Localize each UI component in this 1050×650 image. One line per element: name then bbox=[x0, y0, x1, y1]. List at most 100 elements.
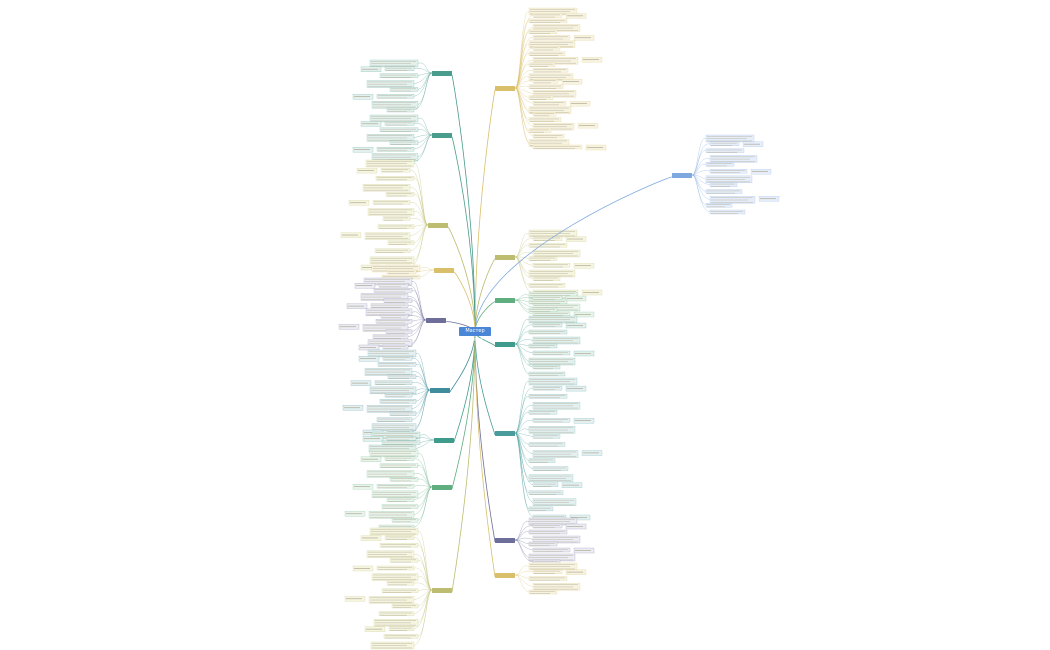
leaf-text bbox=[530, 293, 575, 294]
leaf-node[interactable] bbox=[389, 87, 419, 92]
leaf-text bbox=[711, 211, 743, 212]
leaf-text bbox=[530, 77, 566, 78]
leaf-node[interactable] bbox=[532, 101, 567, 106]
leaf-node[interactable] bbox=[382, 216, 411, 221]
leaf-text bbox=[530, 397, 560, 399]
leaf-node[interactable] bbox=[379, 73, 419, 78]
leaf-text bbox=[534, 483, 556, 485]
leaf-text bbox=[711, 161, 755, 162]
leaf-text bbox=[534, 237, 560, 239]
leaf-text bbox=[707, 149, 742, 151]
leaf-text bbox=[530, 593, 550, 594]
leaf-text bbox=[534, 264, 568, 266]
leaf-text bbox=[362, 296, 401, 298]
leaf-text bbox=[530, 359, 573, 360]
branch-node[interactable] bbox=[432, 71, 452, 76]
leaf-text bbox=[382, 317, 401, 319]
leaf-text bbox=[370, 602, 412, 603]
leaf-text bbox=[358, 170, 374, 171]
branch-node[interactable] bbox=[495, 86, 515, 91]
leaf-text bbox=[386, 122, 412, 124]
leaf-node[interactable] bbox=[532, 112, 557, 117]
leaf-text bbox=[354, 96, 370, 97]
leaf-text bbox=[385, 299, 410, 301]
branch-node[interactable] bbox=[495, 573, 515, 578]
leaf-text bbox=[752, 171, 768, 172]
leaf-connector bbox=[417, 486, 433, 521]
leaf-text bbox=[386, 67, 412, 69]
leaf-text bbox=[370, 514, 407, 516]
branch-node[interactable] bbox=[495, 538, 515, 543]
branch-node[interactable] bbox=[430, 388, 450, 393]
leaf-text bbox=[381, 131, 411, 132]
leaf-text bbox=[368, 410, 410, 412]
branch-node[interactable] bbox=[432, 133, 452, 138]
leaf-node[interactable] bbox=[374, 248, 411, 253]
leaf-text bbox=[530, 445, 558, 447]
leaf-text bbox=[575, 550, 591, 551]
branch-node[interactable] bbox=[432, 588, 452, 593]
leaf-text bbox=[575, 265, 591, 267]
leaf-node[interactable] bbox=[709, 182, 738, 187]
leaf-text bbox=[530, 461, 548, 463]
branch-node[interactable] bbox=[672, 173, 692, 178]
leaf-text bbox=[534, 126, 567, 128]
leaf-text bbox=[563, 81, 579, 82]
leaf-connector bbox=[411, 319, 427, 344]
leaf-text bbox=[383, 507, 411, 509]
leaf-text bbox=[534, 315, 563, 316]
leaf-text bbox=[711, 213, 738, 214]
branch-node[interactable] bbox=[434, 438, 454, 443]
branch-node[interactable] bbox=[432, 485, 452, 490]
leaf-text bbox=[386, 124, 407, 126]
branch-node[interactable] bbox=[428, 223, 448, 228]
leaf-text bbox=[373, 266, 418, 267]
leaf-text bbox=[371, 262, 412, 264]
branch-node[interactable] bbox=[495, 255, 515, 260]
central-topic[interactable]: Мастер Связи bbox=[459, 327, 491, 343]
leaf-text bbox=[534, 104, 559, 106]
leaf-node[interactable] bbox=[528, 84, 564, 89]
leaf-text bbox=[534, 469, 561, 471]
leaf-text bbox=[373, 156, 411, 158]
leaf-node[interactable] bbox=[528, 62, 556, 67]
branch-connector bbox=[451, 331, 476, 593]
leaf-text bbox=[711, 201, 753, 203]
leaf-connector bbox=[417, 589, 433, 591]
leaf-text bbox=[371, 455, 416, 457]
leaf-text bbox=[364, 185, 408, 186]
leaf-text bbox=[744, 143, 760, 145]
leaf-connector bbox=[417, 453, 433, 488]
branch-node[interactable] bbox=[426, 318, 446, 323]
leaf-node[interactable] bbox=[705, 203, 733, 208]
leaf-text bbox=[388, 273, 409, 274]
leaf-node[interactable] bbox=[384, 121, 415, 126]
leaf-connector bbox=[691, 163, 707, 176]
leaf-text bbox=[534, 113, 554, 114]
leaf-text bbox=[530, 309, 555, 310]
branch-node[interactable] bbox=[495, 342, 515, 347]
leaf-text bbox=[373, 102, 416, 103]
branch-node[interactable] bbox=[495, 298, 515, 303]
leaf-text bbox=[369, 343, 405, 344]
leaf-text bbox=[534, 456, 576, 457]
leaf-text bbox=[534, 588, 578, 590]
leaf-connector bbox=[514, 343, 530, 375]
leaf-text bbox=[379, 365, 409, 367]
branch-node[interactable] bbox=[434, 268, 454, 273]
leaf-text bbox=[393, 521, 411, 523]
leaf-text bbox=[390, 630, 407, 631]
leaf-text bbox=[368, 86, 412, 87]
leaf-connector bbox=[413, 582, 433, 591]
leaf-connector bbox=[691, 158, 711, 176]
leaf-text bbox=[530, 345, 555, 346]
leaf-text bbox=[368, 556, 412, 558]
branch-node[interactable] bbox=[495, 431, 515, 436]
leaf-text bbox=[377, 322, 405, 324]
leaf-text bbox=[530, 63, 553, 65]
leaf-connector bbox=[417, 589, 433, 637]
leaf-connector bbox=[413, 68, 433, 74]
leaf-connector bbox=[514, 245, 530, 258]
leaf-text bbox=[707, 206, 725, 208]
leaf-text bbox=[530, 566, 570, 567]
